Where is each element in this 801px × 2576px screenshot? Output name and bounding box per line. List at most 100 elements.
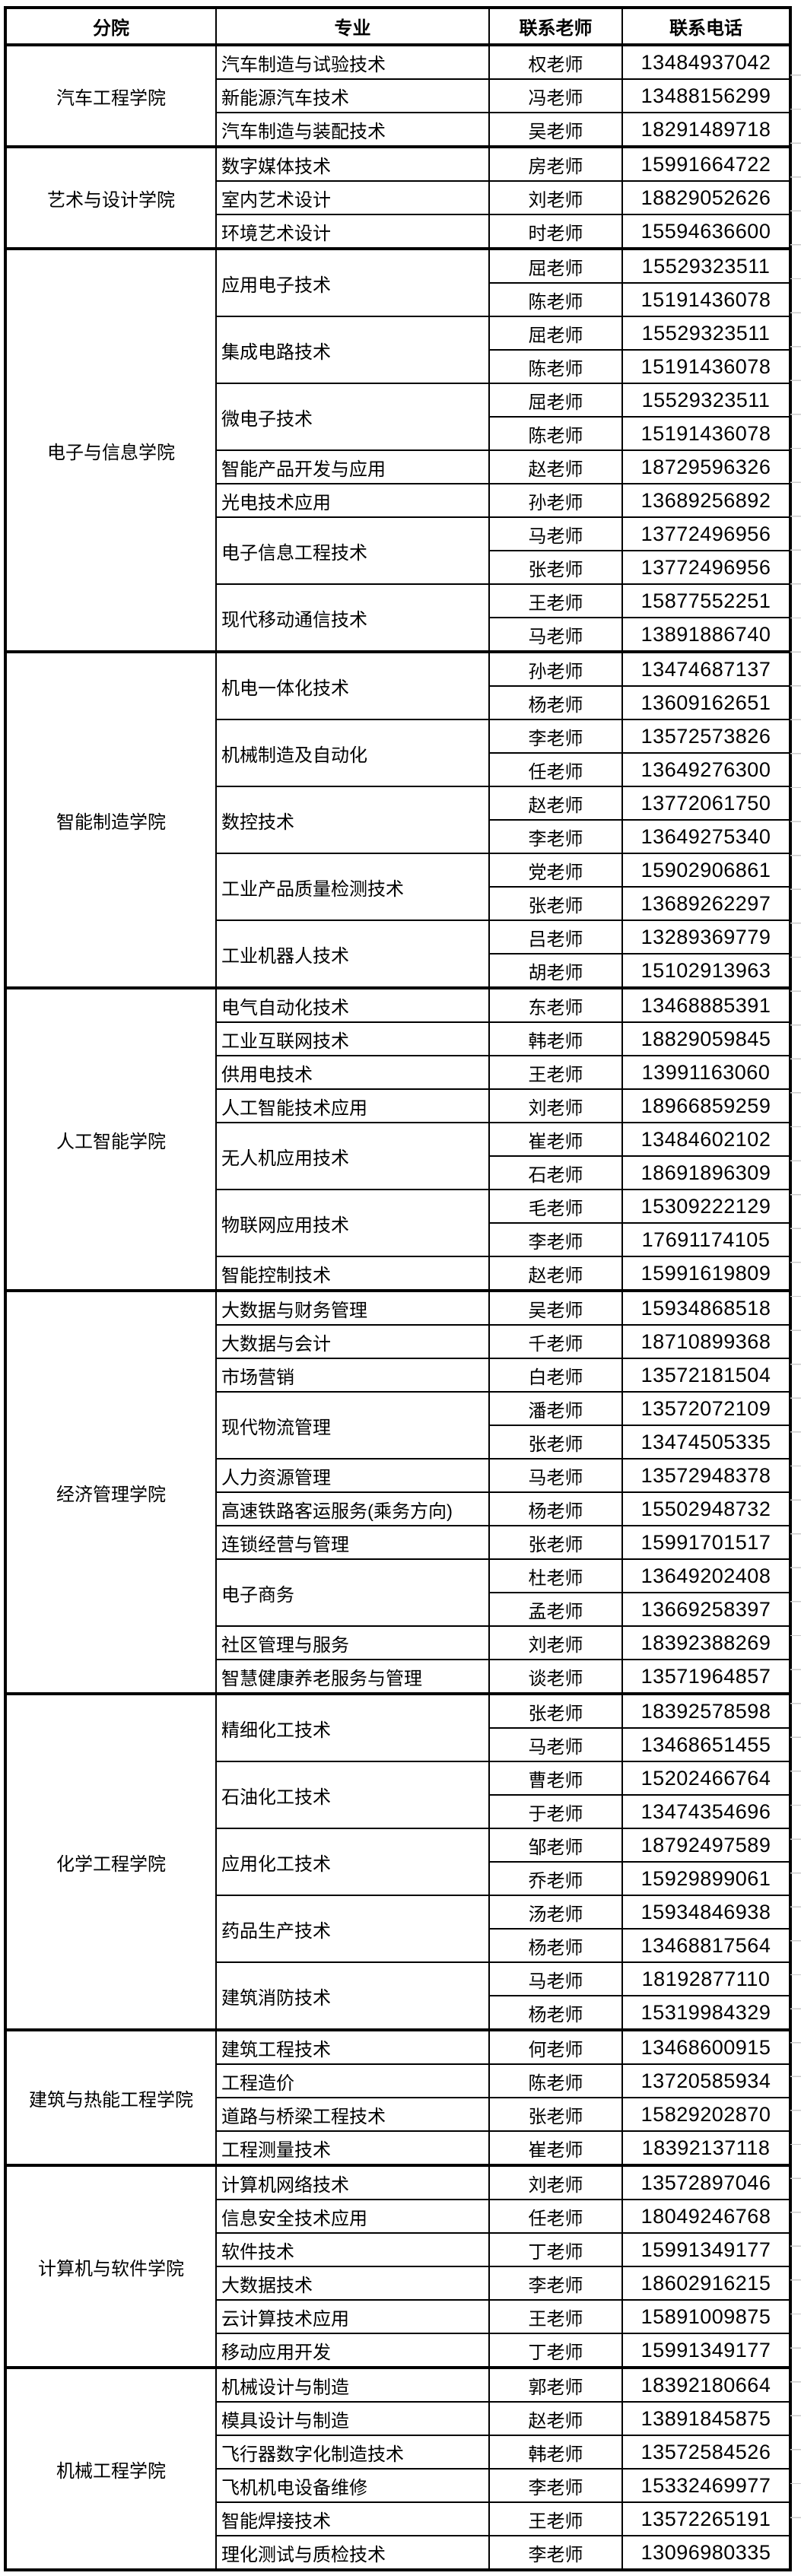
phone-cell: 18966859259 [621, 1088, 791, 1123]
teacher-cell: 陈老师 [488, 349, 623, 384]
teacher-cell: 屈老师 [488, 316, 623, 351]
phone-cell: 13649202408 [621, 1558, 791, 1593]
phone-cell: 15529323511 [621, 383, 791, 418]
major-cell: 现代物流管理 [215, 1391, 490, 1460]
major-cell: 移动应用开发 [215, 2333, 490, 2368]
college-cell: 经济管理学院 [5, 1289, 217, 1695]
table-row: 汽车制造与装配技术 吴老师 18291489718 [5, 112, 791, 148]
table-row: 石油化工技术 曹老师 15202466764 [5, 1761, 791, 1829]
teacher-cell: 潘老师 [488, 1391, 623, 1426]
major-cell: 应用化工技术 [215, 1828, 490, 1896]
table-row: 杨老师 13468817564 [5, 1928, 791, 1963]
teacher-cell: 任老师 [488, 752, 623, 787]
table-row: 陈老师 15191436078 [5, 416, 791, 451]
major-cell: 工程造价 [215, 2063, 490, 2098]
table-row: 计算机与软件学院 计算机网络技术 刘老师 13572897046 [5, 2164, 791, 2368]
phone-cell: 15191436078 [621, 349, 791, 384]
table-row: 杨老师 15319984329 [5, 1995, 791, 2031]
teacher-cell: 张老师 [488, 2097, 623, 2132]
college-cell: 计算机与软件学院 [5, 2164, 217, 2368]
header-cell-college: 分院 [5, 7, 217, 46]
table-row: 机械制造及自动化 李老师 13572573826 [5, 719, 791, 787]
table-row: 智能焊接技术 王老师 13572265191 [5, 2501, 791, 2536]
table-row: 新能源汽车技术 冯老师 13488156299 [5, 78, 791, 113]
table-row: 陈老师 15191436078 [5, 349, 791, 384]
major-cell: 建筑工程技术 [215, 2028, 490, 2065]
teacher-cell: 吴老师 [488, 112, 623, 148]
college-cell: 汽车工程学院 [5, 44, 217, 148]
teacher-cell: 东老师 [488, 986, 623, 1023]
table-row: 物联网应用技术 毛老师 15309222129 [5, 1189, 791, 1257]
phone-cell: 18192877110 [621, 1961, 791, 1996]
table-row: 陈老师 15191436078 [5, 282, 791, 317]
teacher-cell: 杨老师 [488, 1928, 623, 1963]
phone-cell: 15529323511 [621, 247, 791, 284]
phone-cell: 18792497589 [621, 1828, 791, 1863]
teacher-cell: 丁老师 [488, 2333, 623, 2368]
teacher-cell: 杨老师 [488, 685, 623, 720]
major-cell: 应用电子技术 [215, 247, 490, 317]
teacher-cell: 杨老师 [488, 1491, 623, 1526]
teacher-cell: 李老师 [488, 2535, 623, 2571]
table-row: 集成电路技术 屈老师 15529323511 [5, 316, 791, 384]
major-cell: 大数据技术 [215, 2266, 490, 2301]
phone-cell: 18602916215 [621, 2266, 791, 2301]
table-row: 电子与信息学院 应用电子技术 屈老师 15529323511 [5, 247, 791, 653]
table-row: 无人机应用技术 崔老师 13484602102 [5, 1122, 791, 1190]
major-cell: 人力资源管理 [215, 1458, 490, 1493]
phone-cell: 13649276300 [621, 752, 791, 787]
phone-cell: 13772061750 [621, 786, 791, 821]
teacher-cell: 屈老师 [488, 247, 623, 284]
phone-cell: 13474354696 [621, 1794, 791, 1829]
table-header-row: 分院 专业 联系老师 联系电话 [5, 7, 791, 46]
phone-cell: 13468885391 [621, 986, 791, 1023]
table-row: 乔老师 15929899061 [5, 1861, 791, 1896]
phone-cell: 13484602102 [621, 1122, 791, 1157]
teacher-cell: 刘老师 [488, 1625, 623, 1660]
table-row: 高速铁路客运服务(乘务方向) 杨老师 15502948732 [5, 1491, 791, 1526]
teacher-cell: 千老师 [488, 1324, 623, 1359]
major-cell: 理化测试与质检技术 [215, 2535, 490, 2571]
teacher-cell: 白老师 [488, 1358, 623, 1393]
table-row: 药品生产技术 汤老师 15934846938 [5, 1895, 791, 1963]
phone-cell: 13991163060 [621, 1055, 791, 1090]
phone-cell: 18691896309 [621, 1155, 791, 1190]
major-cell: 数字媒体技术 [215, 145, 490, 182]
table-row: 大数据与会计 千老师 18710899368 [5, 1324, 791, 1359]
phone-cell: 15502948732 [621, 1491, 791, 1526]
teacher-cell: 马老师 [488, 617, 623, 653]
teacher-cell: 胡老师 [488, 953, 623, 989]
table-row: 智能控制技术 赵老师 15991619809 [5, 1256, 791, 1291]
table-body: 汽车工程学院 汽车制造与试验技术 权老师 13484937042 新能源汽车技术 冯老师 1… [5, 44, 791, 2571]
phone-cell: 13689256892 [621, 483, 791, 518]
major-cell: 工业产品质量检测技术 [215, 853, 490, 921]
teacher-cell: 马老师 [488, 516, 623, 551]
teacher-cell: 权老师 [488, 44, 623, 80]
teacher-cell: 屈老师 [488, 383, 623, 418]
phone-cell: 13572265191 [621, 2501, 791, 2536]
table-row: 移动应用开发 丁老师 15991349177 [5, 2333, 791, 2368]
teacher-cell: 李老师 [488, 719, 623, 754]
teacher-cell: 张老师 [488, 550, 623, 585]
table-row: 建筑与热能工程学院 建筑工程技术 何老师 13468600915 [5, 2028, 791, 2166]
table-row: 市场营销 白老师 13572181504 [5, 1358, 791, 1393]
table-row: 智慧健康养老服务与管理 谈老师 13571964857 [5, 1659, 791, 1695]
table-row: 马老师 13468651455 [5, 1727, 791, 1762]
table-row: 工业产品质量检测技术 党老师 15902906861 [5, 853, 791, 921]
teacher-cell: 崔老师 [488, 1122, 623, 1157]
college-contact-table: 分院 专业 联系老师 联系电话 汽车工程学院 汽车制造与试验技术 权老师 134849… [4, 6, 792, 2571]
phone-cell: 15991619809 [621, 1256, 791, 1291]
major-cell: 工程测量技术 [215, 2130, 490, 2166]
major-cell: 工业机器人技术 [215, 920, 490, 989]
phone-cell: 13572181504 [621, 1358, 791, 1393]
phone-cell: 13572072109 [621, 1391, 791, 1426]
phone-cell: 13772496956 [621, 516, 791, 551]
teacher-cell: 陈老师 [488, 2063, 623, 2098]
teacher-cell: 赵老师 [488, 2401, 623, 2436]
phone-cell: 13891886740 [621, 617, 791, 653]
phone-cell: 18710899368 [621, 1324, 791, 1359]
table-row: 李老师 13649275340 [5, 819, 791, 854]
table-row: 道路与桥梁工程技术 张老师 15829202870 [5, 2097, 791, 2132]
phone-cell: 15191436078 [621, 416, 791, 451]
